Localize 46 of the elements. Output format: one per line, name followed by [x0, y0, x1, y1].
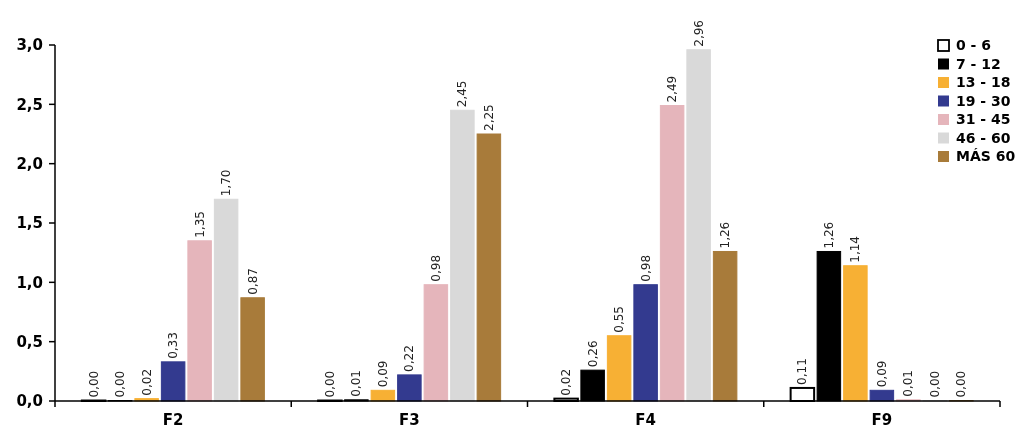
data-label: 0,11 [795, 358, 810, 385]
data-label: 1,35 [192, 211, 207, 238]
x-tick-label: F4 [635, 411, 656, 429]
data-label: 0,22 [402, 345, 417, 372]
data-label: 2,25 [481, 104, 496, 131]
data-label: 0,09 [375, 360, 390, 388]
data-label: 0,00 [322, 370, 337, 398]
data-label: 0,33 [166, 332, 181, 359]
data-label: 0,00 [86, 370, 101, 398]
legend-label: 31 - 45 [956, 111, 1011, 127]
data-label: 0,02 [559, 368, 574, 396]
data-label: 0,87 [245, 268, 260, 295]
y-tick-label: 3,0 [16, 36, 43, 55]
x-tick-label: F2 [162, 411, 184, 429]
data-label: 2,45 [455, 80, 470, 108]
data-label: 0,02 [139, 368, 154, 396]
legend-label: 0 - 6 [956, 37, 992, 53]
data-label: 0,00 [113, 370, 128, 398]
data-label: 0,98 [638, 254, 653, 282]
legend-label: 13 - 18 [956, 74, 1011, 90]
y-tick-label: 0,5 [16, 332, 43, 351]
legend-label: MÁS 60 [956, 148, 1016, 164]
data-label: 0,00 [927, 370, 942, 398]
x-tick-label: F3 [399, 411, 420, 429]
data-label: 1,70 [219, 169, 234, 197]
x-tick-label: F9 [871, 411, 893, 429]
y-tick-label: 0,0 [16, 392, 43, 411]
data-label: 0,26 [585, 340, 600, 368]
data-label: 0,00 [954, 370, 969, 398]
data-label: 1,14 [848, 236, 863, 263]
data-label: 0,98 [428, 254, 443, 282]
data-label: 0,01 [349, 370, 364, 397]
legend-label: 19 - 30 [956, 92, 1011, 109]
legend-label: 46 - 60 [956, 129, 1011, 146]
y-tick-label: 1,0 [16, 273, 43, 292]
y-tick-label: 2,0 [16, 154, 43, 173]
data-label: 0,09 [874, 360, 889, 388]
legend-label: 7 - 12 [956, 55, 1001, 72]
y-tick-label: 2,5 [16, 95, 43, 114]
data-label: 0,55 [612, 306, 627, 333]
data-label: 2,49 [665, 75, 680, 103]
data-label: 0,01 [901, 370, 916, 397]
data-label: 2,96 [691, 20, 706, 47]
data-label: 1,26 [821, 221, 836, 249]
data-label: 1,26 [718, 221, 733, 249]
y-tick-label: 1,5 [16, 214, 43, 233]
